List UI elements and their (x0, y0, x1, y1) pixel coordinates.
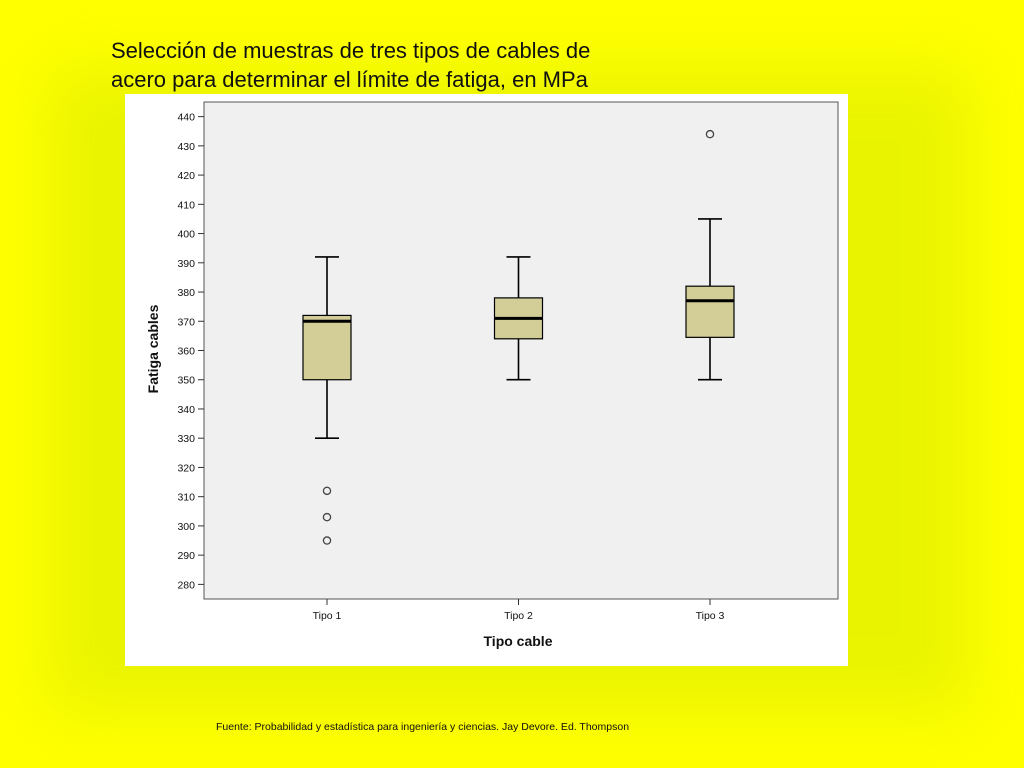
y-tick-label: 350 (177, 375, 195, 387)
boxplot-chart: 280 290 300 310 320 330 340 350 360 370 380 390 400 4… (145, 101, 839, 649)
y-tick-label: 380 (177, 287, 195, 299)
slide-title-line-1: Selección de muestras de tres tipos de c… (111, 38, 591, 63)
y-tick-label: 310 (177, 492, 195, 504)
iqr-box (685, 285, 735, 338)
slide-title-line-2: acero para determinar el límite de fatig… (111, 67, 588, 92)
y-axis: 280 290 300 310 320 330 340 350 360 370 380 390 400 4… (177, 112, 204, 591)
iqr-box (302, 314, 352, 381)
outlier-point (322, 486, 332, 496)
plot-area (203, 101, 839, 600)
y-tick-label: 320 (177, 462, 195, 474)
box-group (493, 256, 544, 381)
x-tick-label: Tipo 2 (504, 610, 533, 622)
slide-title: Selección de muestras de tres tipos de c… (111, 36, 711, 94)
source-note: Fuente: Probabilidad y estadística para … (216, 721, 630, 733)
y-tick-label: 300 (177, 521, 195, 533)
outlier-point (322, 536, 332, 545)
x-tick-label: Tipo 3 (696, 610, 725, 622)
x-axis: Tipo 1 Tipo 2 Tipo 3 (313, 599, 725, 622)
y-tick-label: 410 (177, 199, 195, 211)
y-tick-label: 430 (177, 141, 195, 153)
y-tick-label: 370 (177, 316, 195, 328)
y-tick-label: 330 (177, 433, 195, 445)
outlier-point (322, 512, 332, 522)
y-tick-label: 440 (177, 112, 195, 124)
boxes (302, 129, 735, 545)
y-tick-label: 390 (177, 258, 195, 270)
y-axis-title: Fatiga cables (145, 304, 161, 393)
y-tick-label: 280 (177, 579, 195, 591)
x-axis-title: Tipo cable (484, 633, 553, 649)
box-group (302, 256, 352, 545)
y-tick-label: 290 (177, 550, 195, 562)
y-tick-label: 400 (177, 229, 195, 241)
chart-panel: 280 290 300 310 320 330 340 350 360 370 380 390 400 4… (125, 94, 848, 666)
y-tick-label: 420 (177, 170, 195, 182)
y-tick-label: 340 (177, 404, 195, 416)
y-tick-label: 360 (177, 346, 195, 358)
x-tick-label: Tipo 1 (313, 610, 342, 622)
outlier-point (705, 129, 715, 139)
box-group (685, 129, 735, 381)
